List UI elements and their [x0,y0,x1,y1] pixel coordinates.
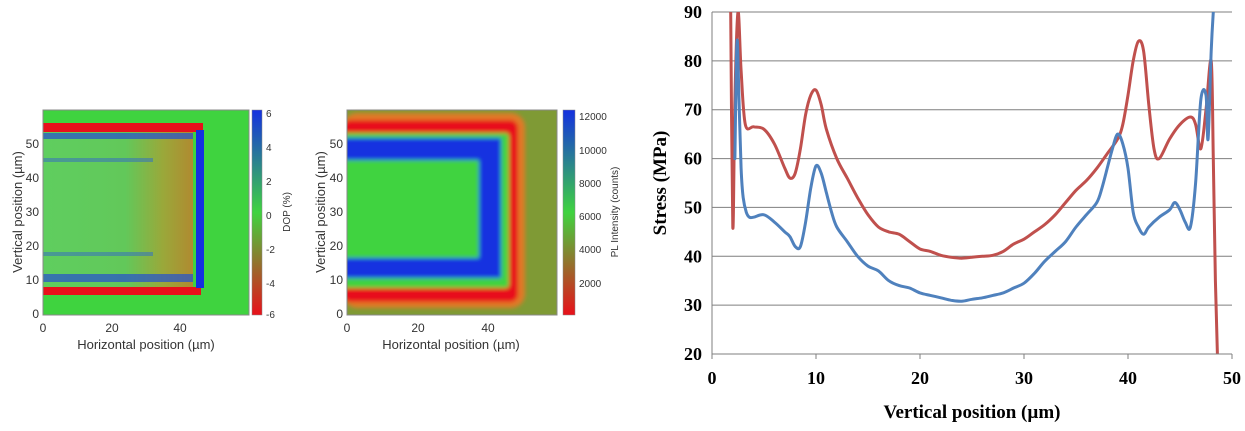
dop-blue-band-mid-top [43,158,153,162]
dop-map-panel: 0 10 20 30 40 50 Vertical position (µm) … [0,0,300,426]
colorbar-tick-label: -6 [266,310,275,321]
pl-heatmap [300,108,558,318]
dop-colorbar: 6 4 2 0 -2 -4 -6 DOP (%) [251,109,293,321]
y-axis-label: Stress (MPa) [650,131,671,236]
colorbar-tick-label: 12000 [579,112,607,123]
x-tick-label: 40 [481,321,495,335]
colorbar-label: PL Intensity (counts) [610,167,621,258]
y-tick-label: 50 [26,137,40,151]
y-tick-label: 10 [330,273,344,287]
stress-y-ticks: 20 30 40 50 60 70 80 90 [684,2,702,364]
series-line-2 [733,12,1215,303]
pl-colorbar: 12000 10000 8000 6000 4000 2000 PL Inten… [562,109,621,316]
stress-series [729,12,1219,354]
stress-gridlines [712,11,1232,355]
pl-left-mask [300,108,347,318]
dop-x-axis: 0 20 40 Horizontal position (µm) [40,321,215,352]
colorbar-tick-label: 10000 [579,146,607,157]
pl-map-panel: 0 10 20 30 40 50 Vertical position (µm) … [300,0,630,426]
pl-map-svg: 0 10 20 30 40 50 Vertical position (µm) … [300,108,621,352]
x-tick-label: 0 [344,321,351,335]
dop-blue-edge-right [196,130,204,288]
dop-red-edge-bottom [43,287,201,295]
y-tick-label: 20 [684,344,702,364]
dop-y-axis: 0 10 20 30 40 50 Vertical position (µm) [10,137,39,321]
dop-blue-band-mid-bottom [43,252,153,256]
y-tick-label: 50 [330,137,344,151]
stress-axes [711,12,1233,359]
x-tick-label: 0 [40,321,47,335]
dop-blue-band-top [43,133,193,139]
y-tick-label: 30 [684,295,702,315]
y-tick-label: 80 [684,51,702,71]
dop-map-svg: 0 10 20 30 40 50 Vertical position (µm) … [10,109,293,352]
x-tick-label: 30 [1015,368,1033,388]
x-tick-label: 0 [708,368,717,388]
x-tick-label: 10 [807,368,825,388]
x-tick-label: 20 [411,321,425,335]
dop-colorbar-scale [251,109,263,316]
colorbar-tick-label: 0 [266,211,272,222]
y-tick-label: 30 [330,205,344,219]
y-axis-label: Vertical position (µm) [313,151,328,273]
y-tick-label: 20 [330,239,344,253]
colorbar-tick-label: 2 [266,177,272,188]
x-axis-label: Vertical position (µm) [883,402,1060,423]
colorbar-tick-label: -4 [266,279,275,290]
dop-map-frame [42,109,250,316]
y-tick-label: 10 [26,273,40,287]
pl-colorbar-scale [562,109,576,316]
x-axis-label: Horizontal position (µm) [382,337,520,352]
y-tick-label: 40 [330,171,344,185]
dop-center-region [43,132,193,287]
colorbar-tick-label: 6000 [579,212,602,223]
y-tick-label: 0 [32,307,39,321]
y-axis-label: Vertical position (µm) [10,151,25,273]
x-tick-label: 20 [911,368,929,388]
x-tick-label: 40 [173,321,187,335]
colorbar-tick-label: 4 [266,143,272,154]
stress-chart-panel: 20 30 40 50 60 70 80 90 0 10 20 30 40 50 Stress (MPa… [630,0,1245,426]
y-tick-label: 70 [684,100,702,120]
x-tick-label: 20 [105,321,119,335]
stress-chart-svg: 20 30 40 50 60 70 80 90 0 10 20 30 40 50 Stress (MPa… [650,2,1242,423]
dop-heatmap [42,109,250,316]
colorbar-tick-label: 8000 [579,179,602,190]
x-tick-label: 50 [1223,368,1241,388]
colorbar-tick-label: 6 [266,109,272,120]
y-tick-label: 40 [26,171,40,185]
dop-red-edge-top [43,123,203,132]
colorbar-tick-label: 4000 [579,245,602,256]
y-tick-label: 40 [684,246,702,266]
dop-blue-band-bottom [43,274,193,282]
pl-y-axis: 0 10 20 30 40 50 Vertical position (µm) [313,137,343,321]
stress-x-ticks: 0 10 20 30 40 50 [708,368,1242,388]
pl-green-core [343,160,479,258]
colorbar-tick-label: 2000 [579,279,602,290]
colorbar-tick-label: -2 [266,245,275,256]
y-tick-label: 60 [684,149,702,169]
pl-x-axis: 0 20 40 Horizontal position (µm) [344,321,520,352]
colorbar-label: DOP (%) [282,192,293,232]
series-line-1 [729,12,1219,354]
y-tick-label: 50 [684,197,702,217]
x-axis-label: Horizontal position (µm) [77,337,215,352]
y-tick-label: 0 [336,307,343,321]
x-tick-label: 40 [1119,368,1137,388]
pl-map-frame [346,109,558,316]
y-tick-label: 90 [684,2,702,22]
y-tick-label: 20 [26,239,40,253]
y-tick-label: 30 [26,205,40,219]
